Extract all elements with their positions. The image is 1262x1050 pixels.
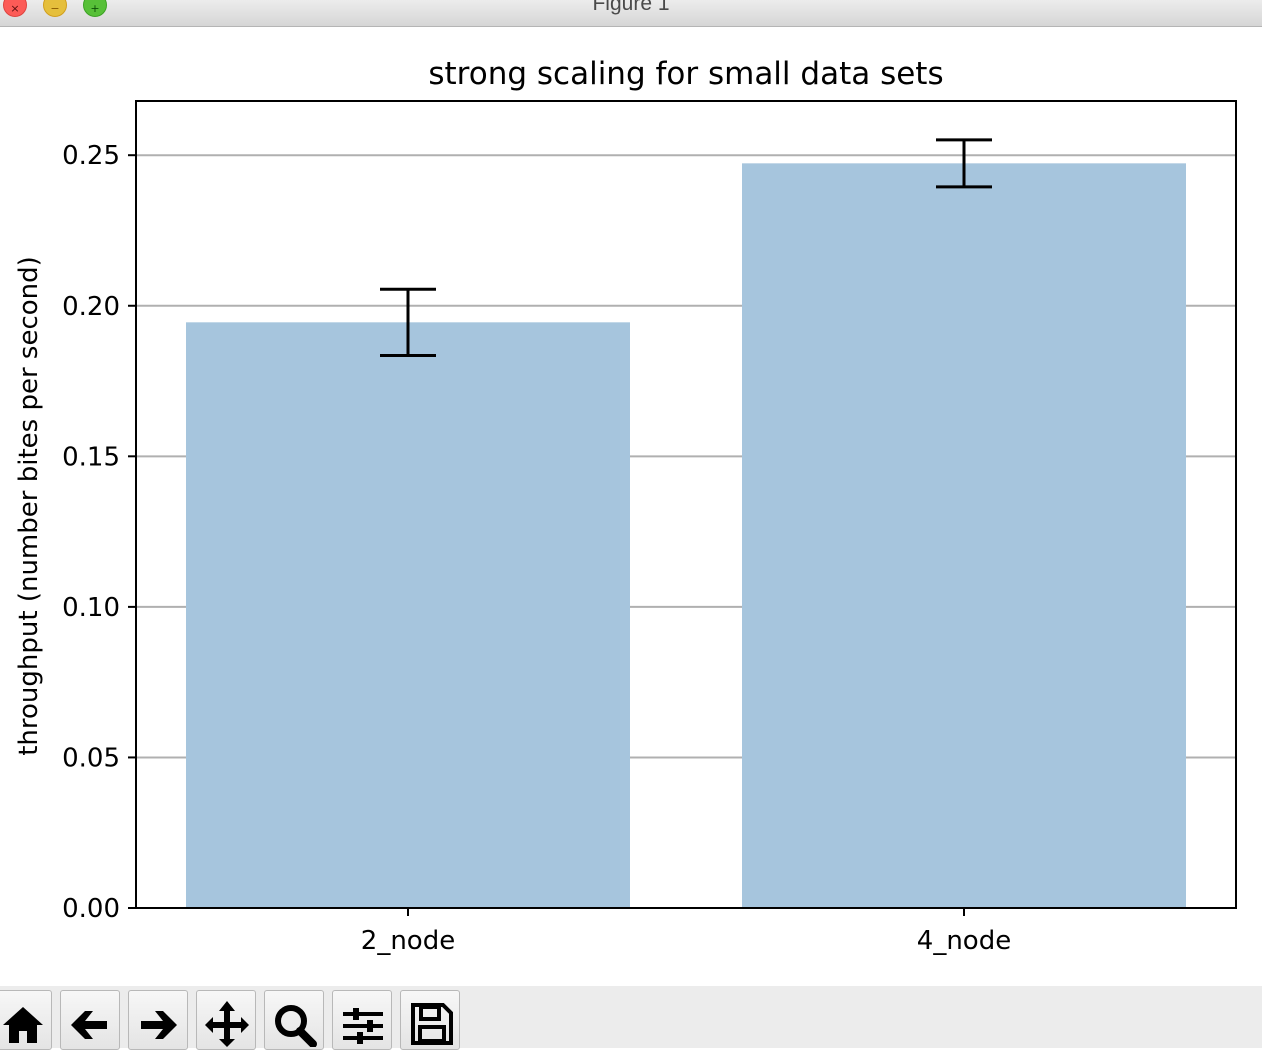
bar-chart: strong scaling for small data sets 0.000… bbox=[14, 56, 1237, 956]
arrow-left-icon bbox=[71, 1011, 107, 1039]
window-titlebar: × − + Figure 1 bbox=[0, 0, 1262, 27]
y-axis-ticks: 0.00 0.05 0.10 0.15 0.20 0.25 bbox=[62, 141, 136, 924]
floppy-disk-icon bbox=[411, 1003, 453, 1045]
pan-button[interactable] bbox=[196, 990, 256, 1050]
window-title: Figure 1 bbox=[592, 0, 670, 15]
y-tick-label: 0.05 bbox=[62, 743, 120, 773]
y-tick-label: 0.10 bbox=[62, 593, 120, 623]
configure-subplots-button[interactable] bbox=[332, 990, 392, 1050]
forward-button[interactable] bbox=[128, 990, 188, 1050]
zoom-button[interactable] bbox=[264, 990, 324, 1050]
error-bars bbox=[380, 138, 992, 357]
save-button[interactable] bbox=[400, 990, 460, 1050]
chart-title: strong scaling for small data sets bbox=[428, 56, 943, 92]
y-axis-label: throughput (number bites per second) bbox=[14, 256, 44, 756]
y-tick-label: 0.20 bbox=[62, 292, 120, 322]
home-button[interactable] bbox=[0, 990, 52, 1050]
x-tick-label: 2_node bbox=[361, 926, 455, 956]
bar bbox=[186, 322, 630, 908]
back-button[interactable] bbox=[60, 990, 120, 1050]
y-tick-label: 0.15 bbox=[62, 442, 120, 472]
maximize-icon: + bbox=[90, 2, 100, 15]
close-icon: × bbox=[10, 2, 20, 15]
magnifier-icon bbox=[275, 1005, 317, 1047]
x-tick-label: 4_node bbox=[917, 926, 1011, 956]
sliders-icon bbox=[343, 1008, 383, 1044]
move-icon bbox=[205, 1001, 249, 1047]
y-tick-label: 0.25 bbox=[62, 141, 120, 171]
y-tick-label: 0.00 bbox=[62, 894, 120, 924]
home-icon bbox=[3, 1007, 43, 1043]
navigation-toolbar bbox=[0, 986, 1262, 1050]
x-axis-ticks: 2_node 4_node bbox=[361, 908, 1011, 956]
minimize-icon: − bbox=[50, 2, 60, 15]
bars bbox=[186, 163, 1186, 908]
arrow-right-icon bbox=[141, 1011, 177, 1039]
bar bbox=[742, 163, 1186, 908]
plot-frame bbox=[135, 100, 1237, 909]
